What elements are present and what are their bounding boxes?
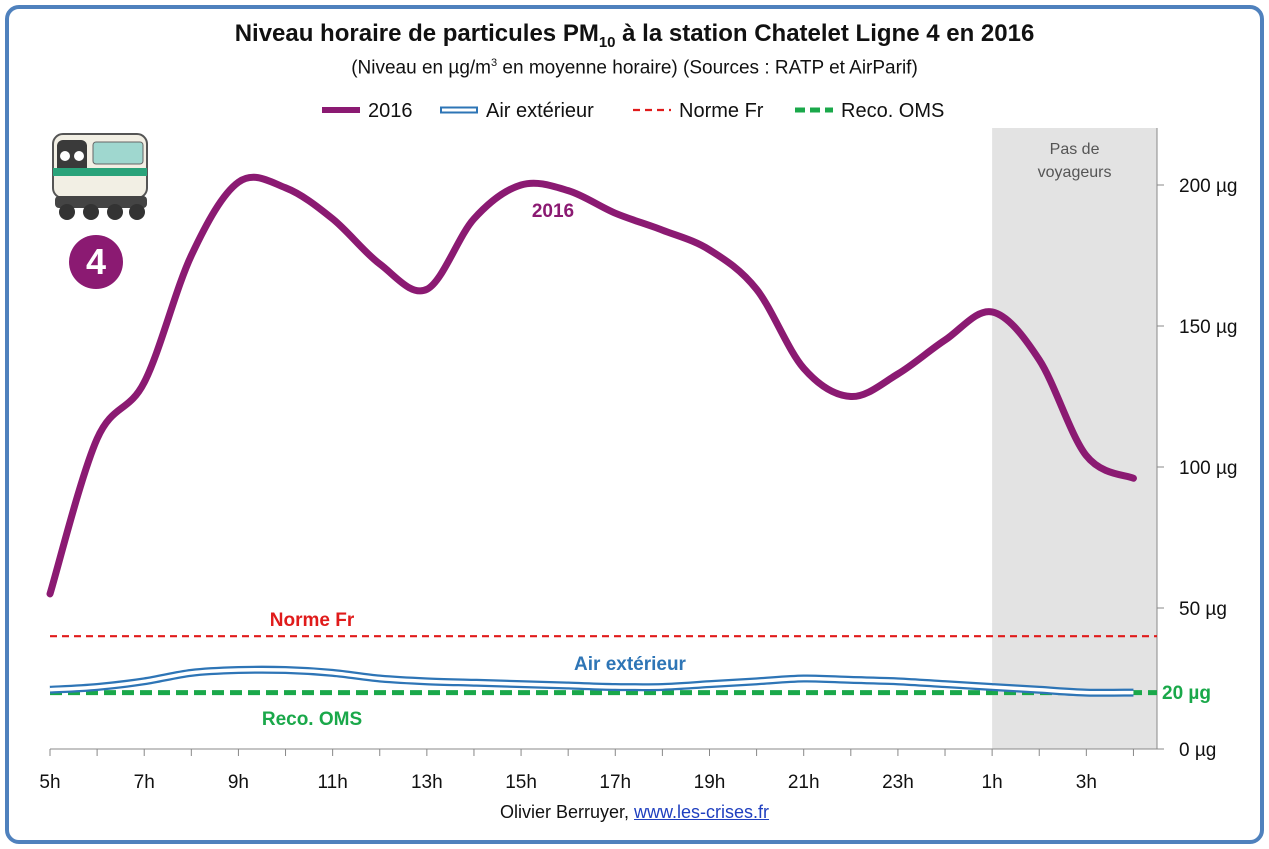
shade-label-line2: voyageurs <box>1038 164 1112 181</box>
y-tick-label: 100 µg <box>1179 458 1238 479</box>
annotation-2016: 2016 <box>532 201 574 222</box>
x-tick-label: 17h <box>599 772 631 793</box>
chart-subtitle: (Niveau en µg/m3 en moyenne horaire) (So… <box>351 57 918 79</box>
annotation-norme-fr: Norme Fr <box>270 610 355 631</box>
annotation-20-ug: 20 µg <box>1162 683 1211 704</box>
legend-label-0: 2016 <box>368 100 413 122</box>
author-name: Olivier Berruyer, <box>499 802 629 822</box>
x-tick-label: 21h <box>788 772 820 793</box>
x-tick-label: 15h <box>505 772 537 793</box>
x-tick-label: 9h <box>228 772 249 793</box>
y-tick-label: 200 µg <box>1179 176 1238 197</box>
source-link[interactable]: www.les-crises.fr <box>634 802 770 822</box>
x-tick-label: 11h <box>317 772 347 793</box>
x-tick-label: 3h <box>1076 772 1097 793</box>
x-tick-label: 13h <box>411 772 443 793</box>
legend-label-2: Norme Fr <box>679 100 764 122</box>
chart-title: Niveau horaire de particules PM10 à la s… <box>234 20 1035 51</box>
x-tick-label: 5h <box>39 772 60 793</box>
x-tick-label: 1h <box>982 772 1003 793</box>
series-2016 <box>46 173 1137 598</box>
legend-label-3: Reco. OMS <box>841 100 944 122</box>
y-tick-label: 150 µg <box>1179 317 1238 338</box>
x-tick-label: 7h <box>134 772 155 793</box>
credit-line: Olivier Berruyer, www.les-crises.fr <box>0 802 1269 823</box>
metro-train-icon <box>52 133 148 220</box>
x-tick-label: 19h <box>694 772 726 793</box>
x-tick-label: 23h <box>882 772 914 793</box>
legend-label-1: Air extérieur <box>486 100 594 122</box>
y-tick-label: 0 µg <box>1179 740 1216 761</box>
line-number-badge: 4 <box>69 235 123 289</box>
y-tick-label: 50 µg <box>1179 599 1227 620</box>
annotation-reco-oms: Reco. OMS <box>262 709 362 730</box>
annotation-air-exterieur: Air extérieur <box>574 654 687 675</box>
shade-label-line1: Pas de <box>1050 141 1100 158</box>
series-air-exterieur-inner <box>49 667 1134 695</box>
